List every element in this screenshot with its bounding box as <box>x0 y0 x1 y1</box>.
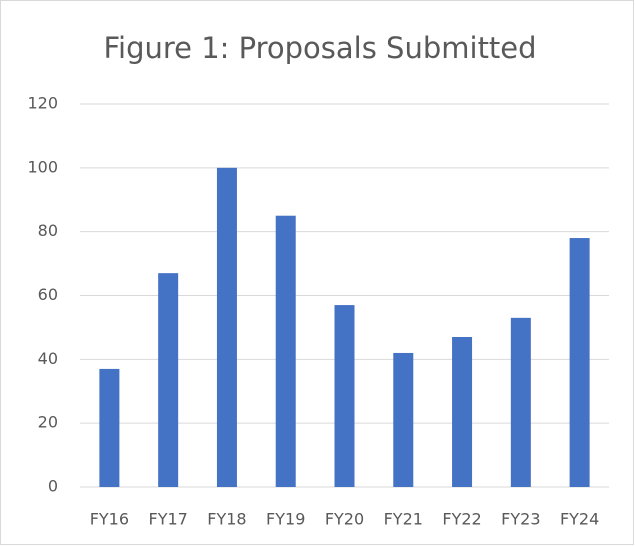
bar <box>334 305 355 487</box>
y-tick-label: 120 <box>27 94 58 113</box>
x-tick-label: FY16 <box>90 510 129 529</box>
y-tick-label: 40 <box>38 349 58 368</box>
x-tick-label: FY22 <box>442 510 481 529</box>
bar <box>158 273 179 487</box>
x-tick-label: FY24 <box>560 510 599 529</box>
x-tick-label: FY23 <box>501 510 540 529</box>
x-tick-label: FY18 <box>207 510 246 529</box>
x-tick-label: FY17 <box>148 510 187 529</box>
y-tick-label: 100 <box>27 157 58 176</box>
bar <box>99 368 120 487</box>
bar <box>393 352 414 487</box>
bar <box>216 167 237 488</box>
x-tick-label: FY20 <box>325 510 364 529</box>
chart-title: Figure 1: Proposals Submitted <box>103 31 536 65</box>
bar <box>275 215 296 488</box>
bar <box>569 238 590 487</box>
x-tick-label: FY21 <box>384 510 423 529</box>
x-tick-label: FY19 <box>266 510 305 529</box>
y-tick-label: 0 <box>48 477 58 496</box>
bar <box>510 317 531 487</box>
y-tick-label: 60 <box>38 285 58 304</box>
y-tick-label: 80 <box>38 221 58 240</box>
y-tick-label: 20 <box>38 413 58 432</box>
bar <box>452 336 473 487</box>
